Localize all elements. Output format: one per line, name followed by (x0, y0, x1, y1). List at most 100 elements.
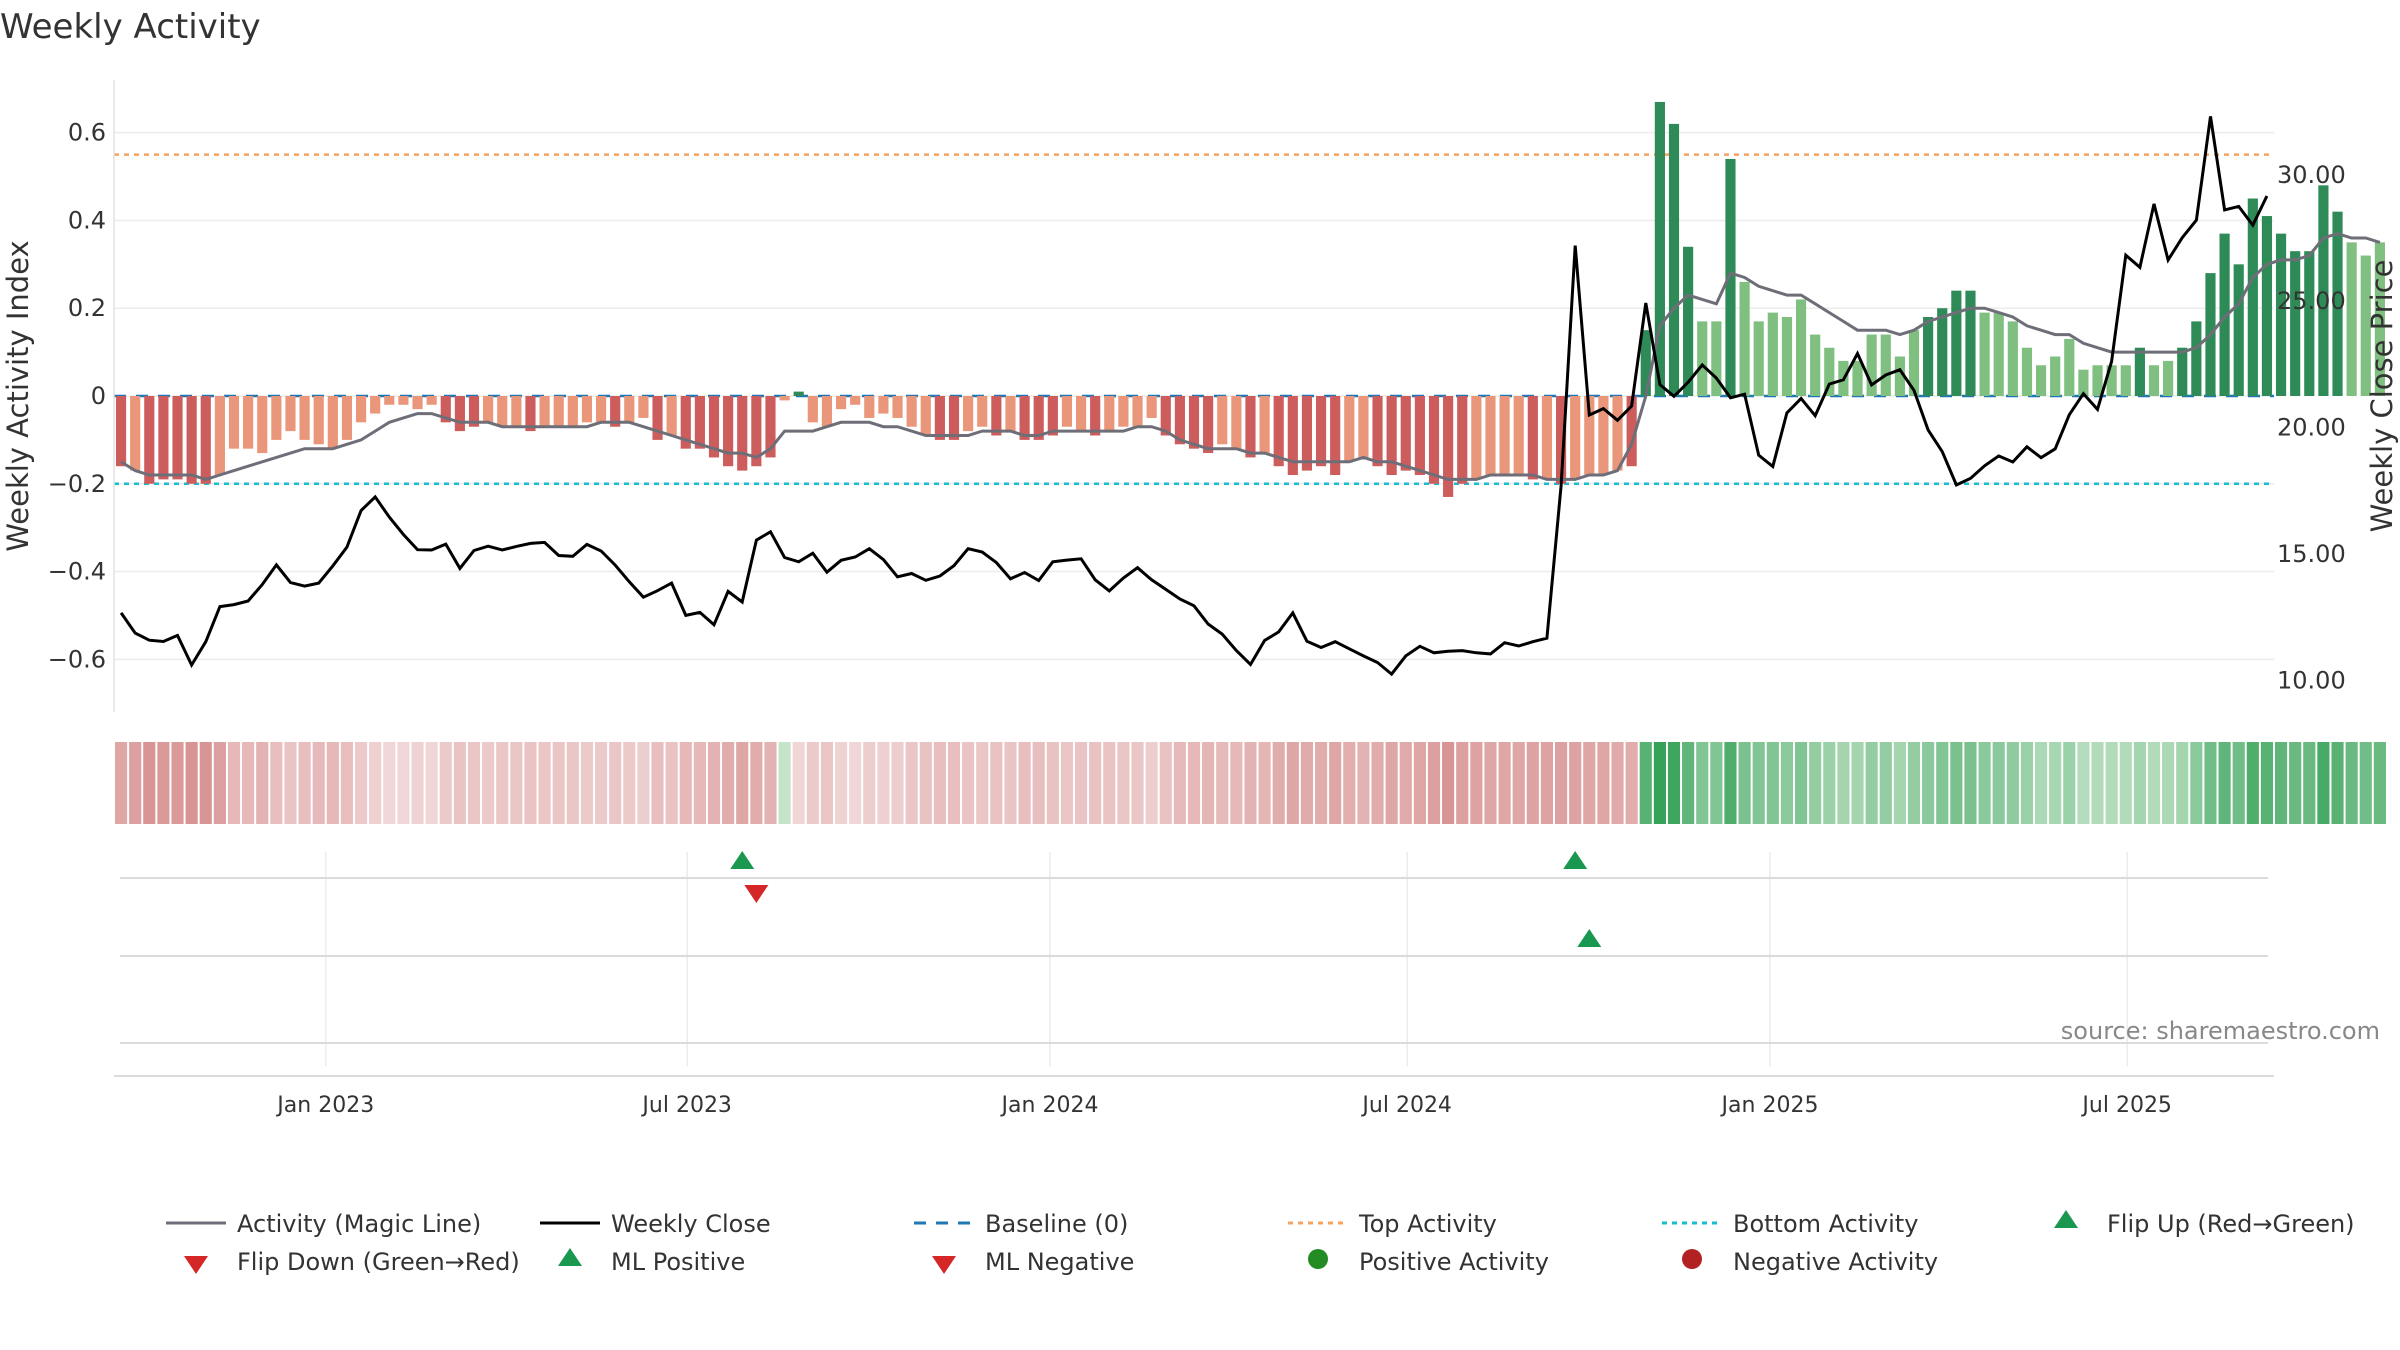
heat-cell (2105, 742, 2118, 824)
source-note: source: sharemaestro.com (2061, 1017, 2380, 1045)
activity-bar (243, 396, 254, 449)
heat-cell (1159, 742, 1172, 824)
right-tick-label: 25.00 (2277, 287, 2346, 315)
activity-bar (1428, 396, 1440, 484)
activity-bar (426, 396, 437, 405)
heat-cell (2317, 742, 2330, 824)
activity-bar (1612, 396, 1623, 471)
activity-bar (1174, 396, 1185, 445)
heat-cell (1667, 742, 1681, 824)
activity-bar (1795, 299, 1807, 396)
activity-bar (1781, 317, 1793, 396)
heat-cell (834, 742, 848, 824)
activity-bar (1400, 396, 1411, 471)
legend-magic-line: Activity (Magic Line) (166, 1210, 481, 1238)
activity-bar (807, 396, 818, 423)
heat-cell (354, 742, 368, 824)
activity-bar (1767, 312, 1778, 396)
heat-cell (1300, 742, 1314, 824)
heat-cell (114, 742, 128, 824)
heat-cell (594, 742, 608, 824)
activity-bar (200, 396, 211, 484)
activity-bar (1259, 396, 1270, 454)
heat-cell (1809, 742, 1822, 824)
heat-cell (990, 742, 1003, 824)
activity-bar (2247, 198, 2258, 396)
heat-cell (1244, 742, 1257, 824)
heat-cell (947, 742, 961, 824)
heat-cell (1018, 742, 1031, 824)
activity-bar (1019, 396, 1030, 440)
heat-cell (383, 742, 396, 824)
activity-bar (1217, 396, 1228, 445)
heat-cell (1724, 742, 1737, 824)
heat-cell (806, 742, 819, 824)
activity-bar (1513, 396, 1524, 475)
heat-cell (1978, 742, 1991, 824)
activity-bar (384, 396, 395, 405)
activity-bar (1697, 321, 1708, 396)
legend-top-activity-label: Top Activity (1358, 1210, 1497, 1238)
heat-cell (2133, 742, 2146, 824)
event-panel (114, 851, 2274, 1077)
x-tick-label: Jul 2024 (1360, 1093, 1452, 1118)
heat-cell (1145, 742, 1158, 824)
heat-cell (679, 742, 692, 824)
heat-cell (1696, 742, 1709, 824)
activity-bar (2191, 321, 2202, 396)
activity-bar (1118, 396, 1129, 427)
weekly-close-series (119, 116, 2269, 677)
x-tick-label: Jan 2025 (1720, 1093, 1819, 1118)
heat-cell (1131, 742, 1144, 824)
heat-cell (1314, 742, 1328, 824)
activity-bar (2050, 356, 2061, 396)
activity-bar (1372, 396, 1383, 467)
activity-heat-strip (114, 742, 2386, 824)
legend-positive-activity-swatch (1308, 1249, 1328, 1269)
activity-bar (1386, 396, 1397, 475)
legend-negative-activity-label: Negative Activity (1733, 1248, 1938, 1276)
activity-bar (468, 396, 480, 427)
heat-cell (270, 742, 283, 824)
activity-bar (1414, 396, 1425, 475)
legend-ml-negative-swatch (932, 1256, 956, 1274)
legend-bottom-activity-label: Bottom Activity (1733, 1210, 1918, 1238)
flip-up-marker (730, 851, 755, 869)
activity-bar (2290, 251, 2301, 396)
heat-cell (1682, 742, 1695, 824)
heat-cell (1089, 742, 1102, 824)
heat-cell (1117, 742, 1130, 824)
activity-bar (906, 396, 917, 427)
heat-cell (1710, 742, 1723, 824)
activity-bar (1471, 396, 1482, 480)
activity-bar (934, 396, 945, 440)
heat-cell (1992, 742, 2005, 824)
heat-cell (1639, 742, 1652, 824)
heat-cell (1004, 742, 1017, 824)
heat-cell (651, 742, 664, 824)
heat-cell (736, 742, 749, 824)
activity-bar (991, 396, 1002, 436)
activity-bar (1810, 334, 1821, 396)
activity-bar (892, 396, 903, 418)
x-tick-label: Jul 2025 (2080, 1093, 2172, 1118)
heat-cell (609, 742, 622, 824)
heat-cell (1922, 742, 1935, 824)
activity-bar (1061, 396, 1073, 427)
left-axis-ticks: 0.6 0.4 0.2 0 −0.2 −0.4 −0.6 (48, 119, 106, 674)
x-tick-label: Jul 2023 (640, 1093, 732, 1118)
heat-cell (2218, 742, 2231, 824)
heat-cell (369, 742, 382, 824)
heat-cell (1498, 742, 1511, 824)
activity-bar (652, 396, 663, 440)
heat-cell (2077, 742, 2090, 824)
heat-cell (919, 742, 932, 824)
activity-bar (1654, 101, 1665, 396)
heat-cell (1032, 742, 1045, 824)
activity-bar (1711, 321, 1722, 396)
heat-cell (764, 742, 777, 824)
left-axis-label: Weekly Activity Index (1, 240, 35, 551)
activity-bar (878, 396, 889, 414)
activity-bar (1951, 290, 1962, 396)
